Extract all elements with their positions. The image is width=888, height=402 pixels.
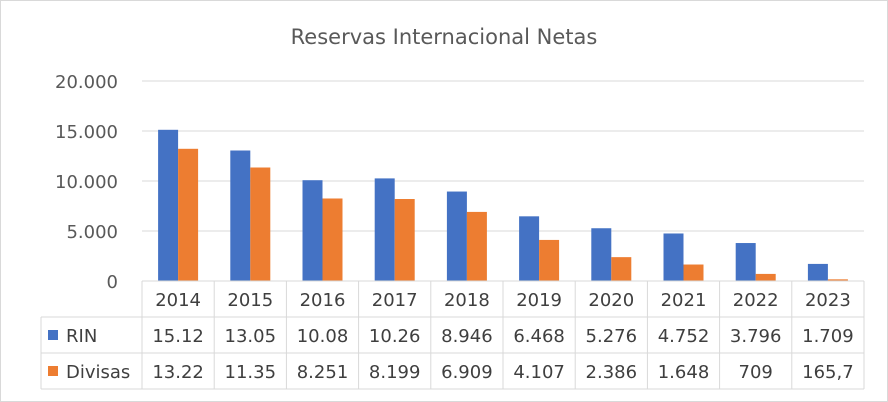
bar-rin-2019 (519, 216, 540, 281)
x-tick-label: 2021 (661, 290, 707, 311)
y-tick-label: 20.000 (55, 72, 118, 93)
y-tick-label: 5.000 (66, 222, 118, 243)
data-label-rin: 15.12 (152, 326, 204, 347)
data-label-divisas: 8.251 (297, 362, 349, 383)
data-label-divisas: 13.22 (152, 362, 204, 383)
bar-divisas-2017 (394, 199, 415, 281)
legend-key-rin (48, 330, 58, 340)
x-tick-label: 2014 (155, 290, 201, 311)
bar-divisas-2018 (466, 211, 487, 281)
bar-rin-2016 (302, 180, 323, 281)
x-tick-label: 2015 (227, 290, 273, 311)
x-tick-label: 2022 (733, 290, 779, 311)
data-label-divisas: 165,7 (802, 362, 854, 383)
data-label-rin: 8.946 (441, 326, 493, 347)
data-label-divisas: 11.35 (225, 362, 277, 383)
data-label-rin: 3.796 (730, 326, 782, 347)
x-tick-label: 2016 (300, 290, 346, 311)
bar-rin-2017 (374, 178, 395, 281)
legend-label-divisas: Divisas (66, 362, 130, 383)
data-label-rin: 5.276 (586, 326, 638, 347)
y-axis-tick-labels: 0 5.000 10.000 15.000 20.000 (55, 72, 118, 293)
bar-rin-2015 (230, 150, 251, 281)
data-label-rin: 6.468 (513, 326, 565, 347)
y-tick-label: 0 (107, 272, 118, 293)
x-tick-label: 2019 (516, 290, 562, 311)
legend-label-rin: RIN (66, 326, 97, 347)
data-label-divisas: 4.107 (513, 362, 565, 383)
bar-divisas-2021 (683, 264, 704, 281)
data-table: 2014 2015 2016 2017 2018 2019 2020 2021 2022 2023… (40, 280, 865, 390)
data-label-divisas: 6.909 (441, 362, 493, 383)
data-label-divisas: 2.386 (586, 362, 638, 383)
bar-divisas-2016 (322, 198, 343, 281)
data-label-rin: 4.752 (658, 326, 710, 347)
data-label-rin: 10.08 (297, 326, 349, 347)
bar-rin-2023 (807, 263, 828, 281)
y-tick-label: 10.000 (55, 172, 118, 193)
data-label-rin: 1.709 (802, 326, 854, 347)
bar-rin-2018 (446, 191, 467, 281)
x-tick-label: 2023 (805, 290, 851, 311)
bar-rin-2020 (591, 228, 612, 281)
x-tick-label: 2018 (444, 290, 490, 311)
bar-rin-2021 (663, 233, 684, 281)
x-tick-label: 2017 (372, 290, 418, 311)
data-label-divisas: 1.648 (658, 362, 710, 383)
data-label-rin: 13.05 (225, 326, 277, 347)
legend-key-divisas (48, 366, 58, 376)
bar-divisas-2023 (827, 279, 848, 281)
y-tick-label: 15.000 (55, 122, 118, 143)
bar-divisas-2019 (539, 239, 560, 281)
data-label-divisas: 8.199 (369, 362, 421, 383)
data-label-divisas: 709 (739, 362, 773, 383)
data-label-rin: 10.26 (369, 326, 421, 347)
chart-title: Reservas Internacional Netas (291, 25, 598, 49)
bar-rin-2014 (158, 129, 179, 281)
bar-rin-2022 (735, 243, 756, 281)
bar-divisas-2014 (178, 148, 199, 281)
bar-divisas-2020 (611, 257, 632, 281)
bar-divisas-2022 (755, 273, 776, 281)
bars (158, 129, 848, 281)
x-tick-label: 2020 (588, 290, 634, 311)
bar-divisas-2015 (250, 167, 271, 281)
